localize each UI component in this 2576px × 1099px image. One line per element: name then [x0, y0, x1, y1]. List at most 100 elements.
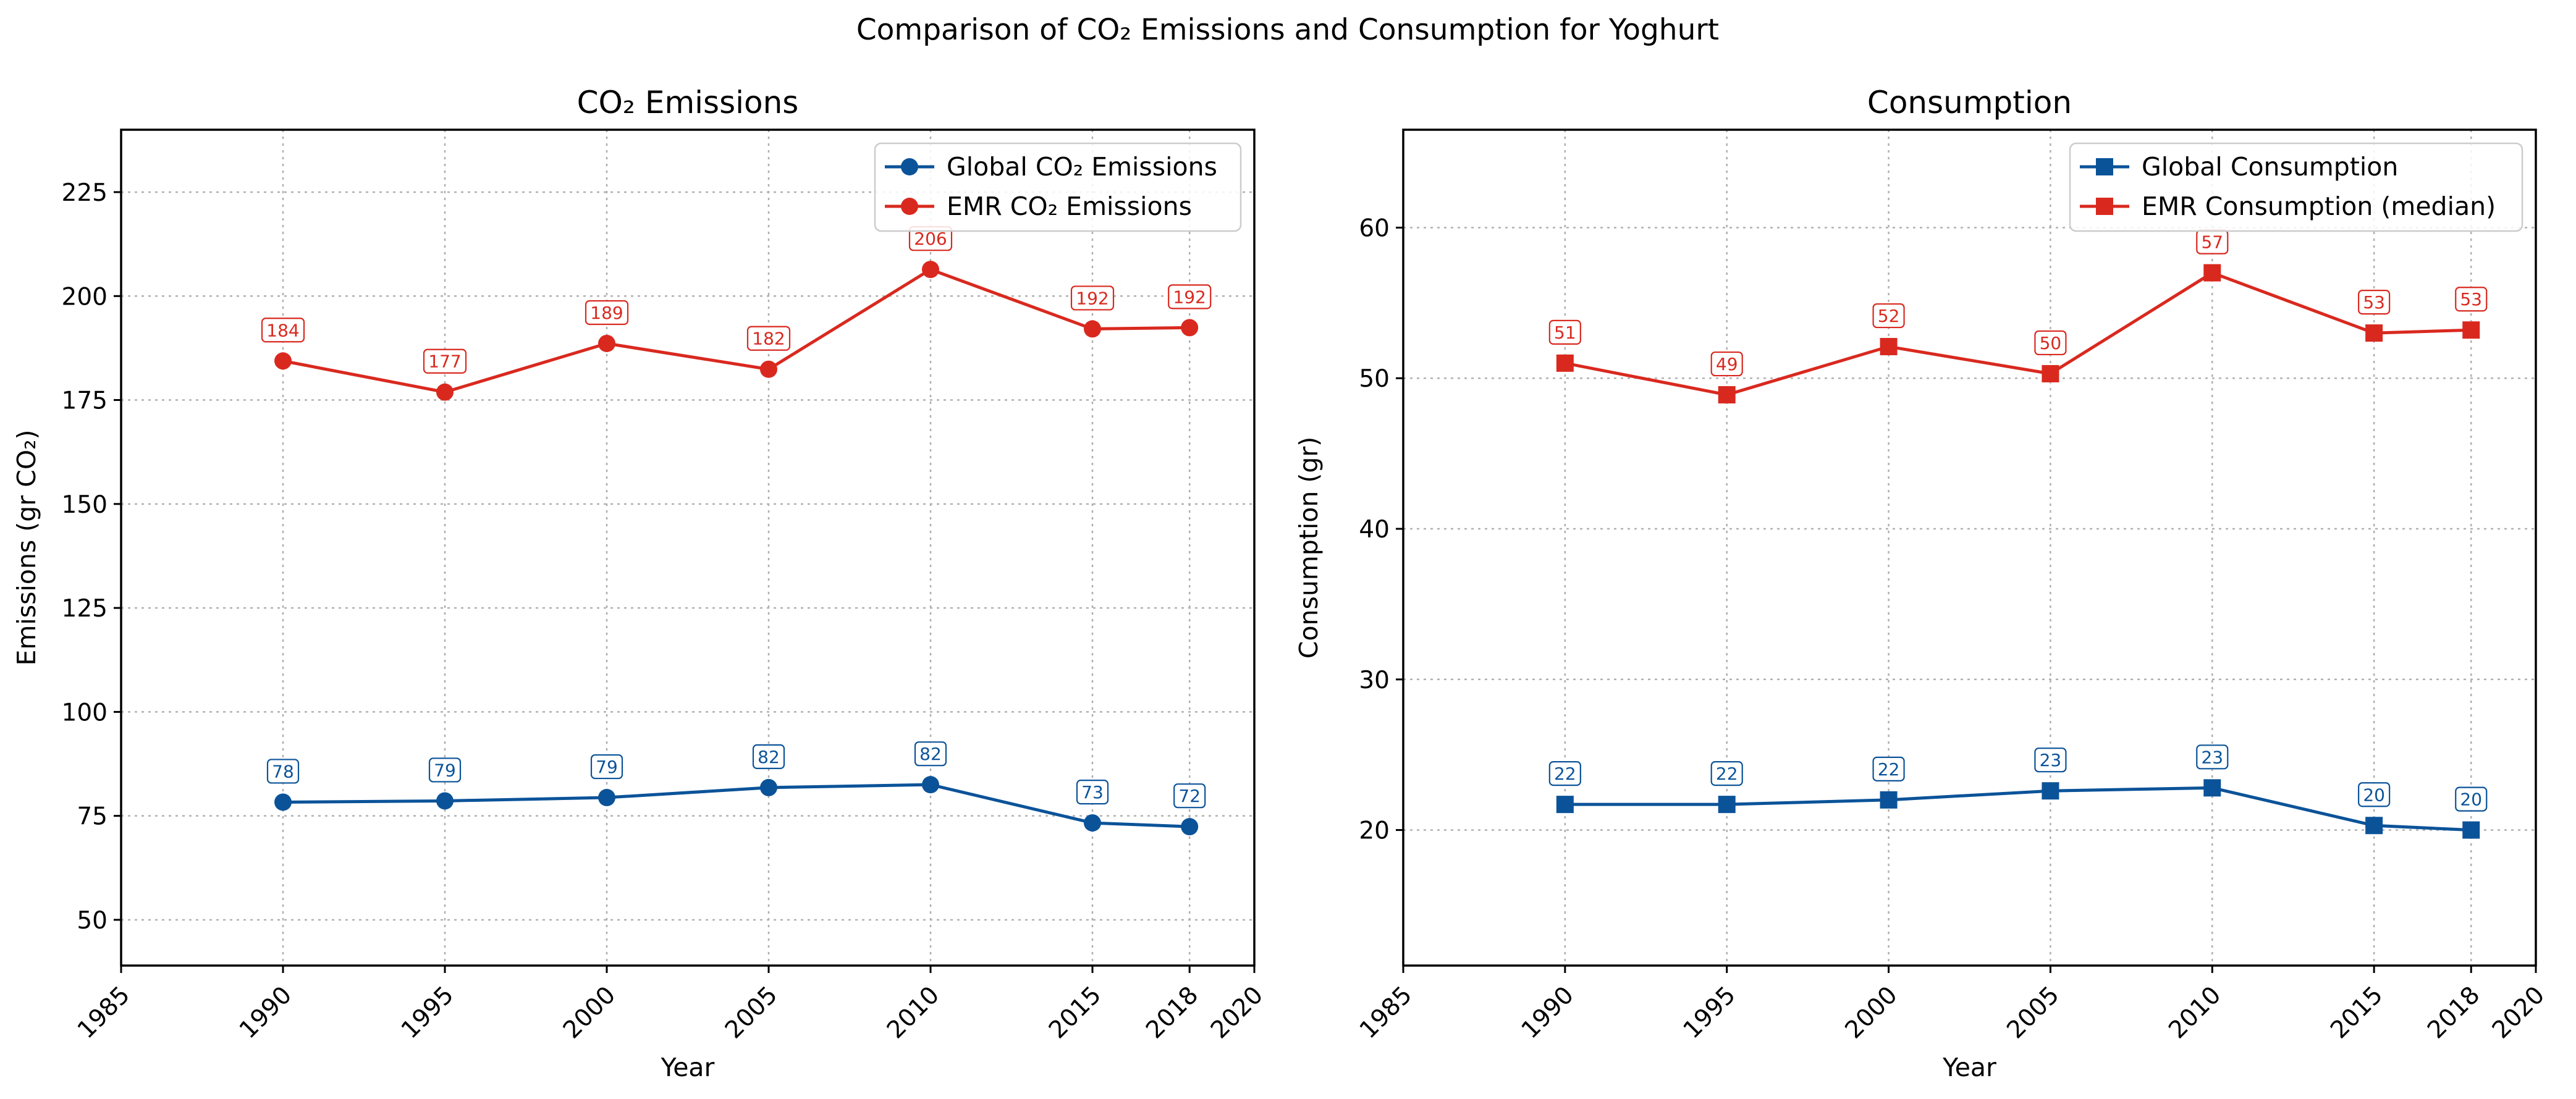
data-label: 189 [590, 303, 623, 323]
legend-swatch-marker [901, 158, 918, 175]
data-label: 22 [1554, 764, 1576, 784]
legend-swatch-marker [2096, 158, 2113, 175]
data-point [1084, 320, 1101, 338]
data-label-box [1872, 756, 1905, 781]
data-label: 79 [596, 757, 618, 777]
data-label: 192 [1076, 288, 1109, 308]
data-point [2203, 779, 2221, 797]
data-label: 23 [2201, 747, 2223, 767]
data-label-box [1710, 761, 1743, 786]
data-point [1181, 319, 1199, 337]
data-point [2042, 364, 2059, 382]
data-label-box [2034, 330, 2067, 356]
data-label: 192 [1173, 287, 1206, 307]
data-label-box [428, 757, 462, 783]
x-axis-label: Year [1942, 1053, 1996, 1082]
data-label-box [2455, 287, 2488, 312]
data-label: 20 [2460, 790, 2482, 810]
data-point [1880, 338, 1898, 356]
plot-area-frame [1402, 128, 2537, 967]
x-tick-label: 2020 [1206, 981, 1269, 1044]
x-tick-label: 2000 [1840, 981, 1903, 1044]
data-point [1880, 791, 1898, 809]
data-label-box [914, 741, 947, 767]
data-label-box [585, 300, 629, 326]
legend: Global Consumption EMR Consumption (media… [2069, 142, 2523, 232]
data-label: 53 [2460, 289, 2482, 309]
x-tick-label: 2020 [2487, 981, 2550, 1044]
legend-entry: Global Consumption [2142, 152, 2398, 182]
x-tick-label: 2010 [882, 981, 945, 1044]
data-point [274, 352, 292, 370]
data-label-box [261, 318, 305, 343]
x-tick-label: 2010 [2163, 981, 2226, 1044]
plot-area-frame [120, 128, 1256, 967]
global-consumption-series: 22 22 22 23 23 20 20 [1548, 744, 2488, 839]
data-point [436, 792, 454, 810]
data-label-box [2358, 782, 2391, 807]
data-label: 22 [1878, 759, 1900, 780]
data-point [2365, 324, 2383, 342]
data-label-box [2196, 744, 2229, 770]
data-point [1556, 354, 1574, 372]
x-tick-label: 1985 [72, 981, 135, 1044]
data-label-box [1548, 319, 1581, 345]
emr-co-emissions-series: 184 177 189 182 206 192 192 [261, 226, 1212, 401]
data-label-box [2455, 786, 2488, 812]
data-label-box [2034, 747, 2067, 773]
x-tick-label: 1990 [234, 981, 297, 1044]
legend-swatch-marker [2096, 198, 2113, 215]
data-point [598, 789, 615, 807]
data-label-box [1872, 303, 1905, 329]
data-label: 82 [919, 744, 942, 764]
series-line [282, 267, 1190, 394]
data-label-box [1168, 284, 1212, 309]
data-label: 73 [1081, 782, 1104, 802]
data-point [2462, 821, 2480, 839]
series-line [282, 783, 1190, 828]
figure-title: Comparison of CO₂ Emissions and Consumpt… [856, 13, 1719, 47]
x-axis-label: Year [661, 1053, 715, 1082]
x-tick-label: 2005 [720, 981, 783, 1044]
emr-consumption-median-series: 51 49 52 50 57 53 53 [1548, 229, 2488, 404]
x-tick-label: 1995 [396, 981, 459, 1044]
data-point [2462, 321, 2480, 339]
legend-frame [2069, 142, 2523, 232]
x-tick-label: 2015 [1044, 981, 1107, 1044]
y-tick-label: 75 [77, 803, 108, 831]
data-point [2203, 264, 2221, 282]
x-tick-label: 1985 [1354, 981, 1417, 1044]
y-tick-label: 125 [62, 595, 108, 623]
data-label: 57 [2201, 232, 2223, 253]
y-tick-label: 60 [1359, 214, 1390, 242]
y-tick-label: 175 [62, 387, 108, 415]
data-point [2042, 782, 2059, 800]
data-label-box [1070, 285, 1115, 311]
y-tick-label: 150 [62, 491, 108, 519]
data-label-box [1076, 780, 1109, 805]
data-point [436, 383, 454, 401]
series-line [1565, 786, 2472, 832]
data-point [598, 334, 615, 352]
y-tick-label: 200 [62, 283, 108, 311]
global-co-emissions-series: 78 79 79 82 82 73 72 [266, 741, 1206, 836]
data-point [1181, 818, 1199, 836]
x-tick-label: 2005 [2001, 981, 2064, 1044]
data-point [922, 776, 939, 794]
data-label-box [266, 759, 300, 784]
data-label: 52 [1878, 306, 1900, 326]
data-label-box [590, 754, 623, 780]
y-tick-label: 20 [1359, 817, 1390, 845]
data-point [1718, 386, 1736, 404]
y-tick-label: 50 [77, 907, 108, 935]
data-label: 182 [752, 329, 785, 349]
data-label: 82 [758, 747, 780, 767]
data-point [274, 793, 292, 811]
data-label-box [423, 348, 467, 374]
series-line [1565, 271, 2472, 397]
data-label: 22 [1716, 764, 1738, 784]
data-point [922, 261, 939, 279]
legend-entry: EMR Consumption (median) [2142, 192, 2496, 221]
data-label-box [2358, 290, 2391, 315]
